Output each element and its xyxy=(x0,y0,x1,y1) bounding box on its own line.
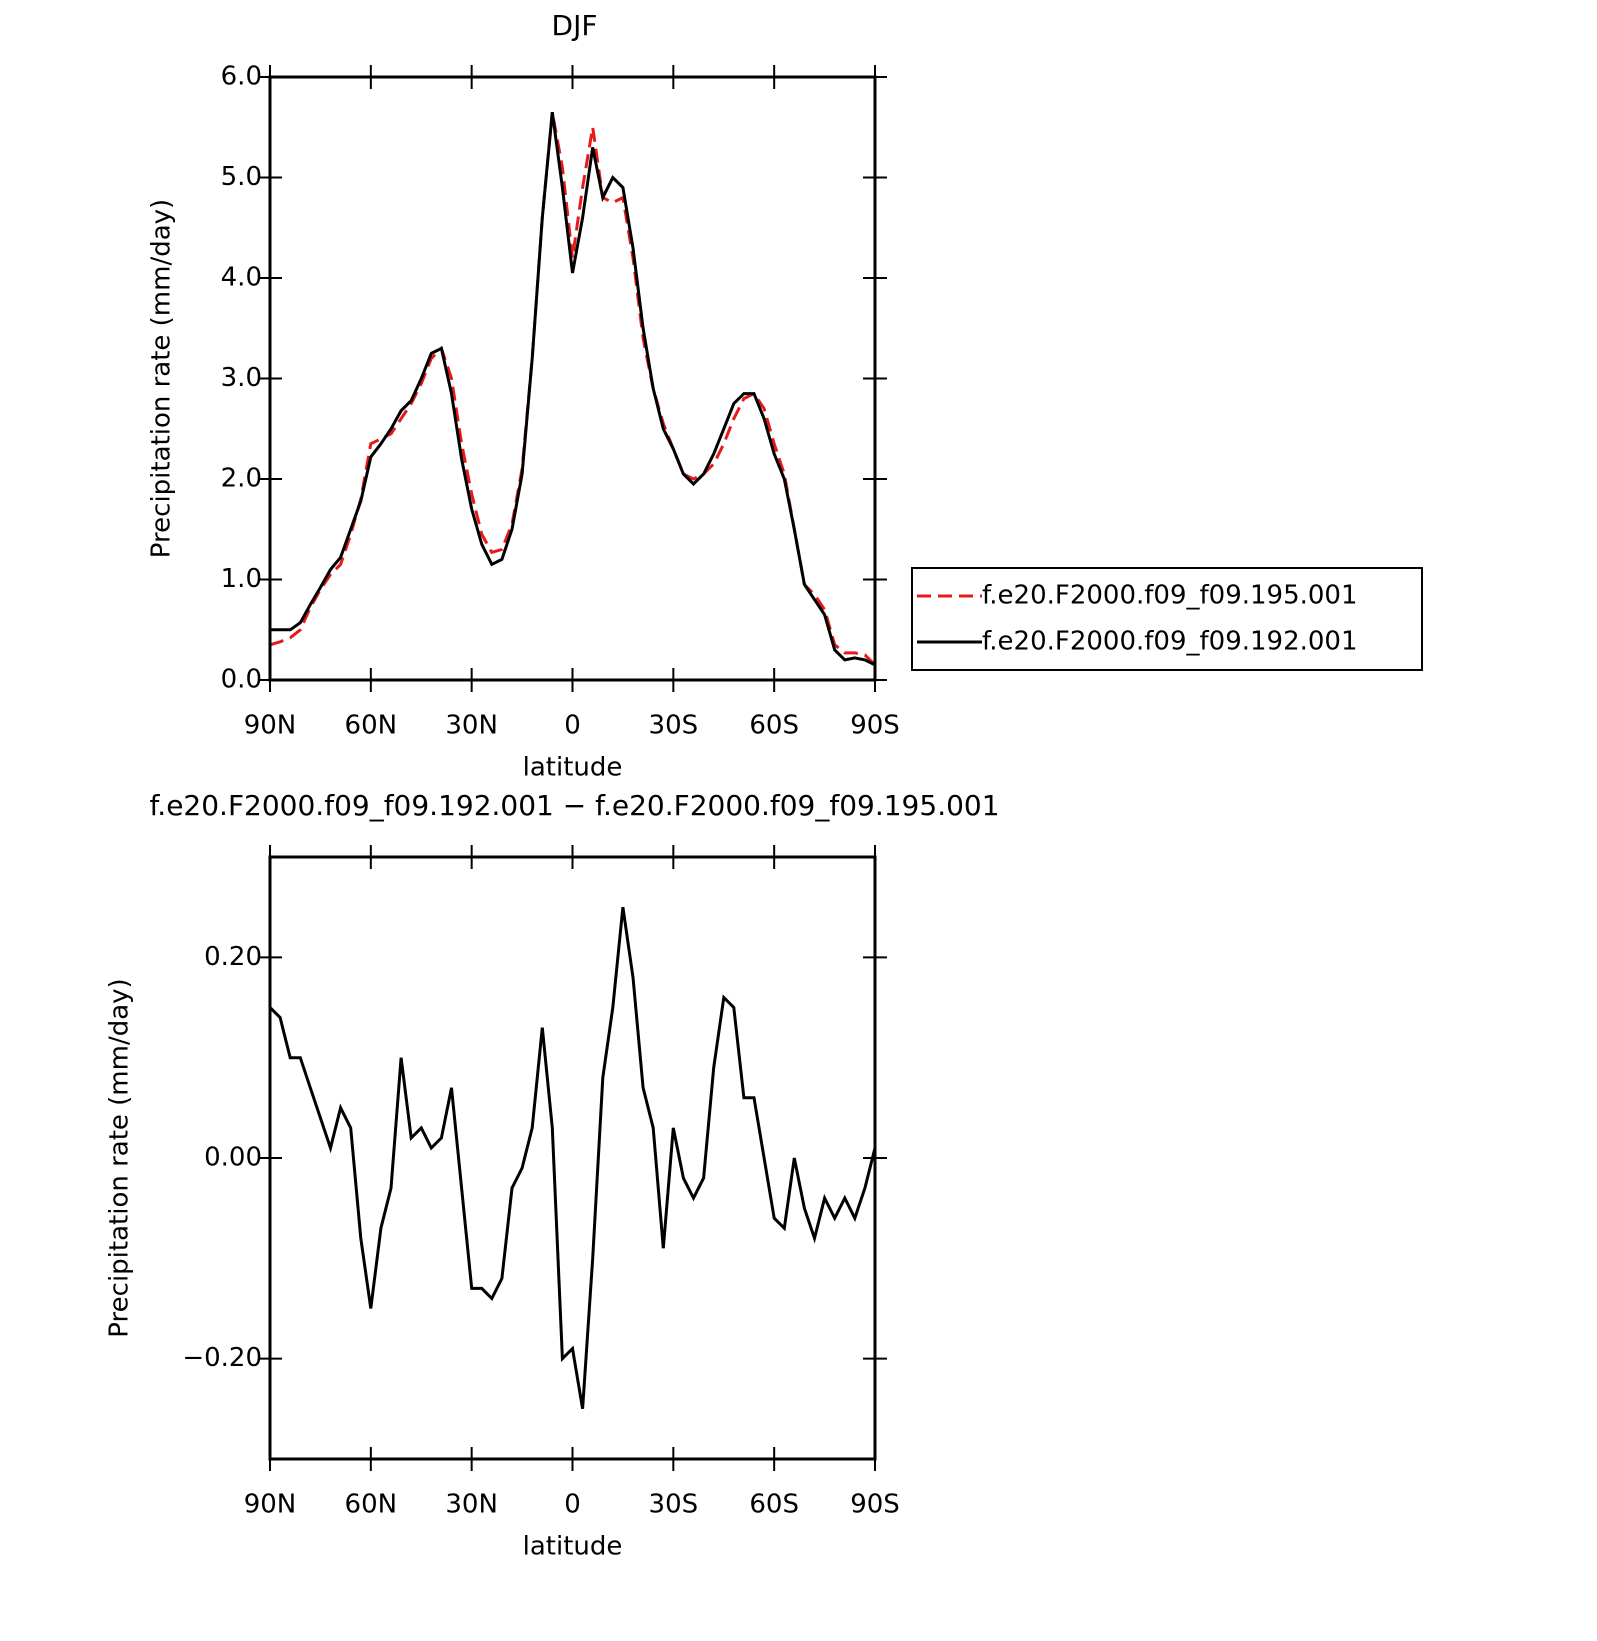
legend-box xyxy=(911,567,1423,671)
y-tick-label: −0.20 xyxy=(182,1343,262,1373)
y-tick-label: 4.0 xyxy=(221,263,262,293)
x-tick-label: 90S xyxy=(850,1490,900,1520)
y-tick-label: 0.00 xyxy=(204,1143,262,1173)
x-axis-label: latitude xyxy=(523,753,623,783)
x-axis-label: latitude xyxy=(523,1532,623,1562)
x-tick-label: 30N xyxy=(445,711,498,741)
y-axis-label: Precipitation rate (mm/day) xyxy=(105,978,135,1337)
data-line xyxy=(269,111,877,666)
y-tick-label: 2.0 xyxy=(221,464,262,494)
y-axis-label: Precipitation rate (mm/day) xyxy=(147,199,177,558)
x-tick-label: 30S xyxy=(649,1490,699,1520)
y-tick-label: 3.0 xyxy=(221,363,262,393)
x-tick-label: 90N xyxy=(244,711,297,741)
y-tick-label: 0.20 xyxy=(204,942,262,972)
legend-label: f.e20.F2000.f09_f09.195.001 xyxy=(982,581,1358,611)
data-line xyxy=(268,906,877,1410)
plot-frame xyxy=(268,75,877,682)
x-tick-label: 90N xyxy=(244,1490,297,1520)
chart-title: DJF xyxy=(552,9,598,42)
x-tick-label: 60N xyxy=(345,1490,398,1520)
y-tick-label: 6.0 xyxy=(221,62,262,92)
legend-label: f.e20.F2000.f09_f09.192.001 xyxy=(982,627,1358,657)
x-tick-label: 90S xyxy=(850,711,900,741)
x-tick-label: 0 xyxy=(564,711,581,741)
x-tick-label: 30N xyxy=(445,1490,498,1520)
plot-frame xyxy=(268,855,877,1461)
data-line xyxy=(270,112,876,667)
y-tick-label: 0.0 xyxy=(221,665,262,695)
x-tick-label: 30S xyxy=(649,711,699,741)
y-tick-label: 1.0 xyxy=(221,564,262,594)
x-tick-label: 60S xyxy=(749,1490,799,1520)
x-tick-label: 60S xyxy=(749,711,799,741)
y-tick-label: 5.0 xyxy=(221,162,262,192)
x-tick-label: 0 xyxy=(564,1490,581,1520)
x-tick-label: 60N xyxy=(345,711,398,741)
chart-title: f.e20.F2000.f09_f09.192.001 − f.e20.F200… xyxy=(149,789,999,822)
